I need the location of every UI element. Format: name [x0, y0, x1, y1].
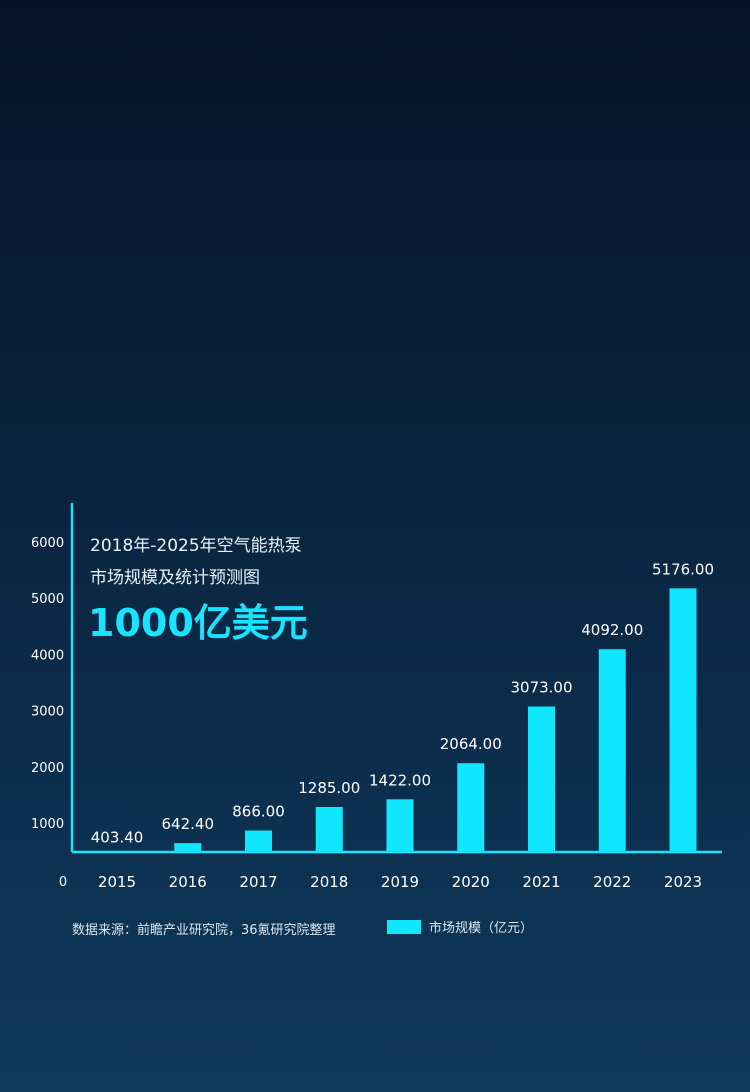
bar-value-label: 4092.00 [581, 621, 643, 639]
x-tick-label: 2016 [169, 873, 207, 891]
bar-value-label: 866.00 [232, 803, 285, 821]
bar [598, 649, 626, 852]
x-tick-label: 2021 [522, 873, 560, 891]
x-tick-label: 2017 [239, 873, 277, 891]
x-tick-label: 2015 [98, 873, 136, 891]
y-tick-label: 0 [59, 875, 67, 890]
x-tick-label: 2020 [452, 873, 490, 891]
legend: 市场规模（亿元） [387, 917, 533, 936]
bar-value-label: 2064.00 [440, 735, 502, 753]
x-tick-label: 2022 [593, 873, 631, 891]
y-tick-label: 5000 [31, 592, 64, 607]
data-source-note: 数据来源：前瞻产业研究院，36氪研究院整理 [72, 923, 336, 938]
y-tick-label: 1000 [31, 817, 64, 832]
y-tick-label: 4000 [31, 648, 64, 663]
bar-value-label: 1422.00 [369, 771, 431, 789]
bar-value-label: 1285.00 [298, 779, 360, 797]
bar [457, 763, 485, 852]
bar [174, 843, 202, 852]
bar-value-label: 3073.00 [510, 678, 572, 696]
legend-label: 市场规模（亿元） [429, 921, 534, 936]
bar-value-label: 403.40 [91, 829, 144, 847]
bar-value-label: 642.40 [162, 815, 215, 833]
bar [528, 706, 555, 852]
bar [669, 588, 697, 852]
x-tick-label: 2019 [381, 873, 419, 891]
bar [386, 799, 414, 852]
legend-swatch [387, 919, 421, 934]
y-tick-label: 3000 [31, 705, 64, 720]
y-tick-label: 6000 [31, 536, 64, 551]
chart-title-line-1: 2018年-2025年空气能热泵 [90, 536, 302, 556]
bar [245, 830, 272, 852]
chart-title-line-2: 市场规模及统计预测图 [90, 568, 260, 588]
x-tick-label: 2023 [664, 873, 702, 891]
x-tick-label: 2018 [310, 873, 348, 891]
bar-value-label: 5176.00 [652, 560, 714, 578]
headline-figure: 1000亿美元 [88, 601, 308, 645]
y-tick-label: 2000 [31, 761, 64, 776]
bar [315, 806, 343, 852]
